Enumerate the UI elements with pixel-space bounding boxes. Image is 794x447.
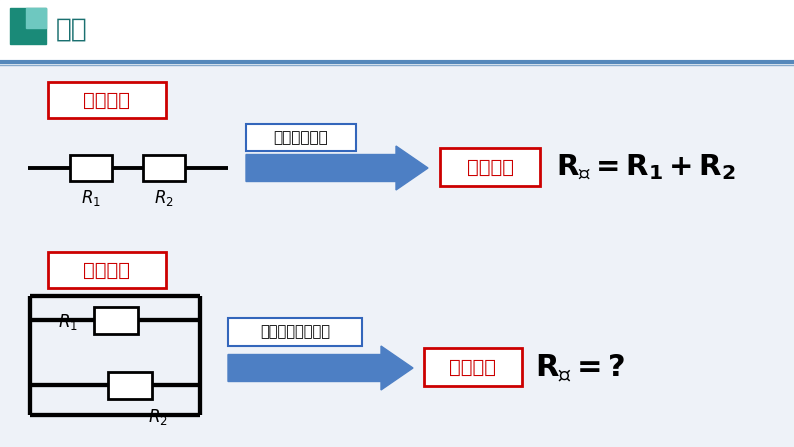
- Text: $R_1$: $R_1$: [81, 188, 101, 208]
- Bar: [70, 155, 112, 181]
- Text: 并联电阻: 并联电阻: [83, 261, 130, 279]
- Text: $\mathbf{R}_{总}\mathbf{=R_1+R_2}$: $\mathbf{R}_{总}\mathbf{=R_1+R_2}$: [556, 152, 736, 182]
- Text: $R_2$: $R_2$: [148, 407, 168, 427]
- Text: 串联电阻: 串联电阻: [83, 90, 130, 110]
- Bar: [143, 155, 185, 181]
- Bar: [108, 371, 152, 398]
- Bar: [0, 0, 794, 62]
- Bar: [424, 348, 522, 386]
- Bar: [10, 8, 46, 44]
- Bar: [228, 318, 362, 346]
- Bar: [246, 124, 356, 151]
- Bar: [94, 307, 138, 333]
- Text: 电阔变大: 电阔变大: [467, 157, 514, 177]
- FancyArrow shape: [246, 146, 428, 190]
- Text: 电阔变小: 电阔变小: [449, 358, 496, 376]
- Text: 电阔长度变长: 电阔长度变长: [274, 130, 329, 145]
- Text: $R_1$: $R_1$: [58, 312, 78, 332]
- Text: $R_2$: $R_2$: [154, 188, 174, 208]
- Bar: [0, 65, 794, 447]
- Text: 电阔横截面积变大: 电阔横截面积变大: [260, 325, 330, 340]
- Bar: [48, 82, 166, 118]
- Bar: [440, 148, 540, 186]
- Bar: [48, 252, 166, 288]
- Text: $\mathbf{R}_{总}$$\mathbf{= ?}$: $\mathbf{R}_{总}$$\mathbf{= ?}$: [535, 352, 626, 384]
- Bar: [26, 8, 46, 28]
- FancyArrow shape: [228, 346, 413, 390]
- Text: 小结: 小结: [56, 17, 88, 43]
